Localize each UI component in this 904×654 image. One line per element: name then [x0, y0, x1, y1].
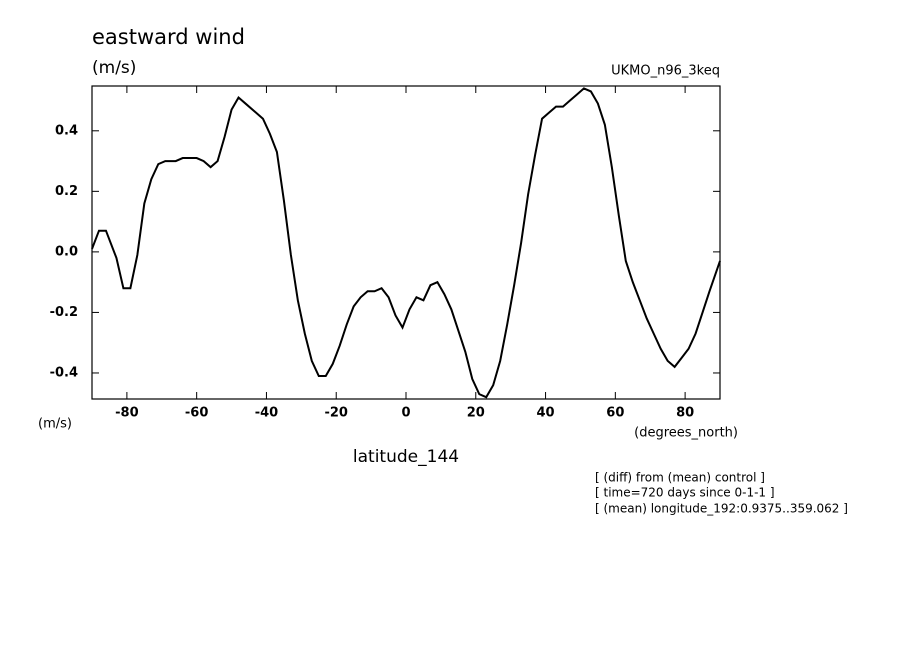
x-tick-label: 80 [676, 406, 694, 421]
x-tick-label: -60 [185, 406, 209, 421]
chart-title: eastward wind [92, 25, 245, 49]
note: [ (diff) from (mean) control ] [595, 471, 765, 485]
x-axis-label: latitude_144 [353, 447, 459, 467]
x-axis-unit: (degrees_north) [634, 426, 738, 441]
y-tick-label: 0.2 [55, 184, 78, 199]
y-tick-label: -0.4 [50, 365, 78, 380]
x-tick-label: 60 [606, 406, 624, 421]
x-tick-label: -80 [115, 406, 139, 421]
y-tick-label: 0.4 [55, 123, 78, 138]
model-name: UKMO_n96_3keq [611, 64, 720, 79]
y-axis-unit: (m/s) [38, 417, 72, 432]
x-tick-label: 40 [537, 406, 555, 421]
units: (m/s) [92, 58, 136, 78]
note: [ time=720 days since 0-1-1 ] [595, 486, 775, 500]
x-tick-label: 20 [467, 406, 485, 421]
x-tick-label: -40 [255, 406, 279, 421]
x-tick-label: -20 [324, 406, 348, 421]
data-line [91, 87, 721, 399]
plot-frame [91, 85, 721, 400]
y-tick-label: 0.0 [55, 244, 78, 259]
x-tick-label: 0 [401, 406, 410, 421]
note: [ (mean) longitude_192:0.9375..359.062 ] [595, 502, 848, 516]
y-tick-label: -0.2 [50, 305, 78, 320]
